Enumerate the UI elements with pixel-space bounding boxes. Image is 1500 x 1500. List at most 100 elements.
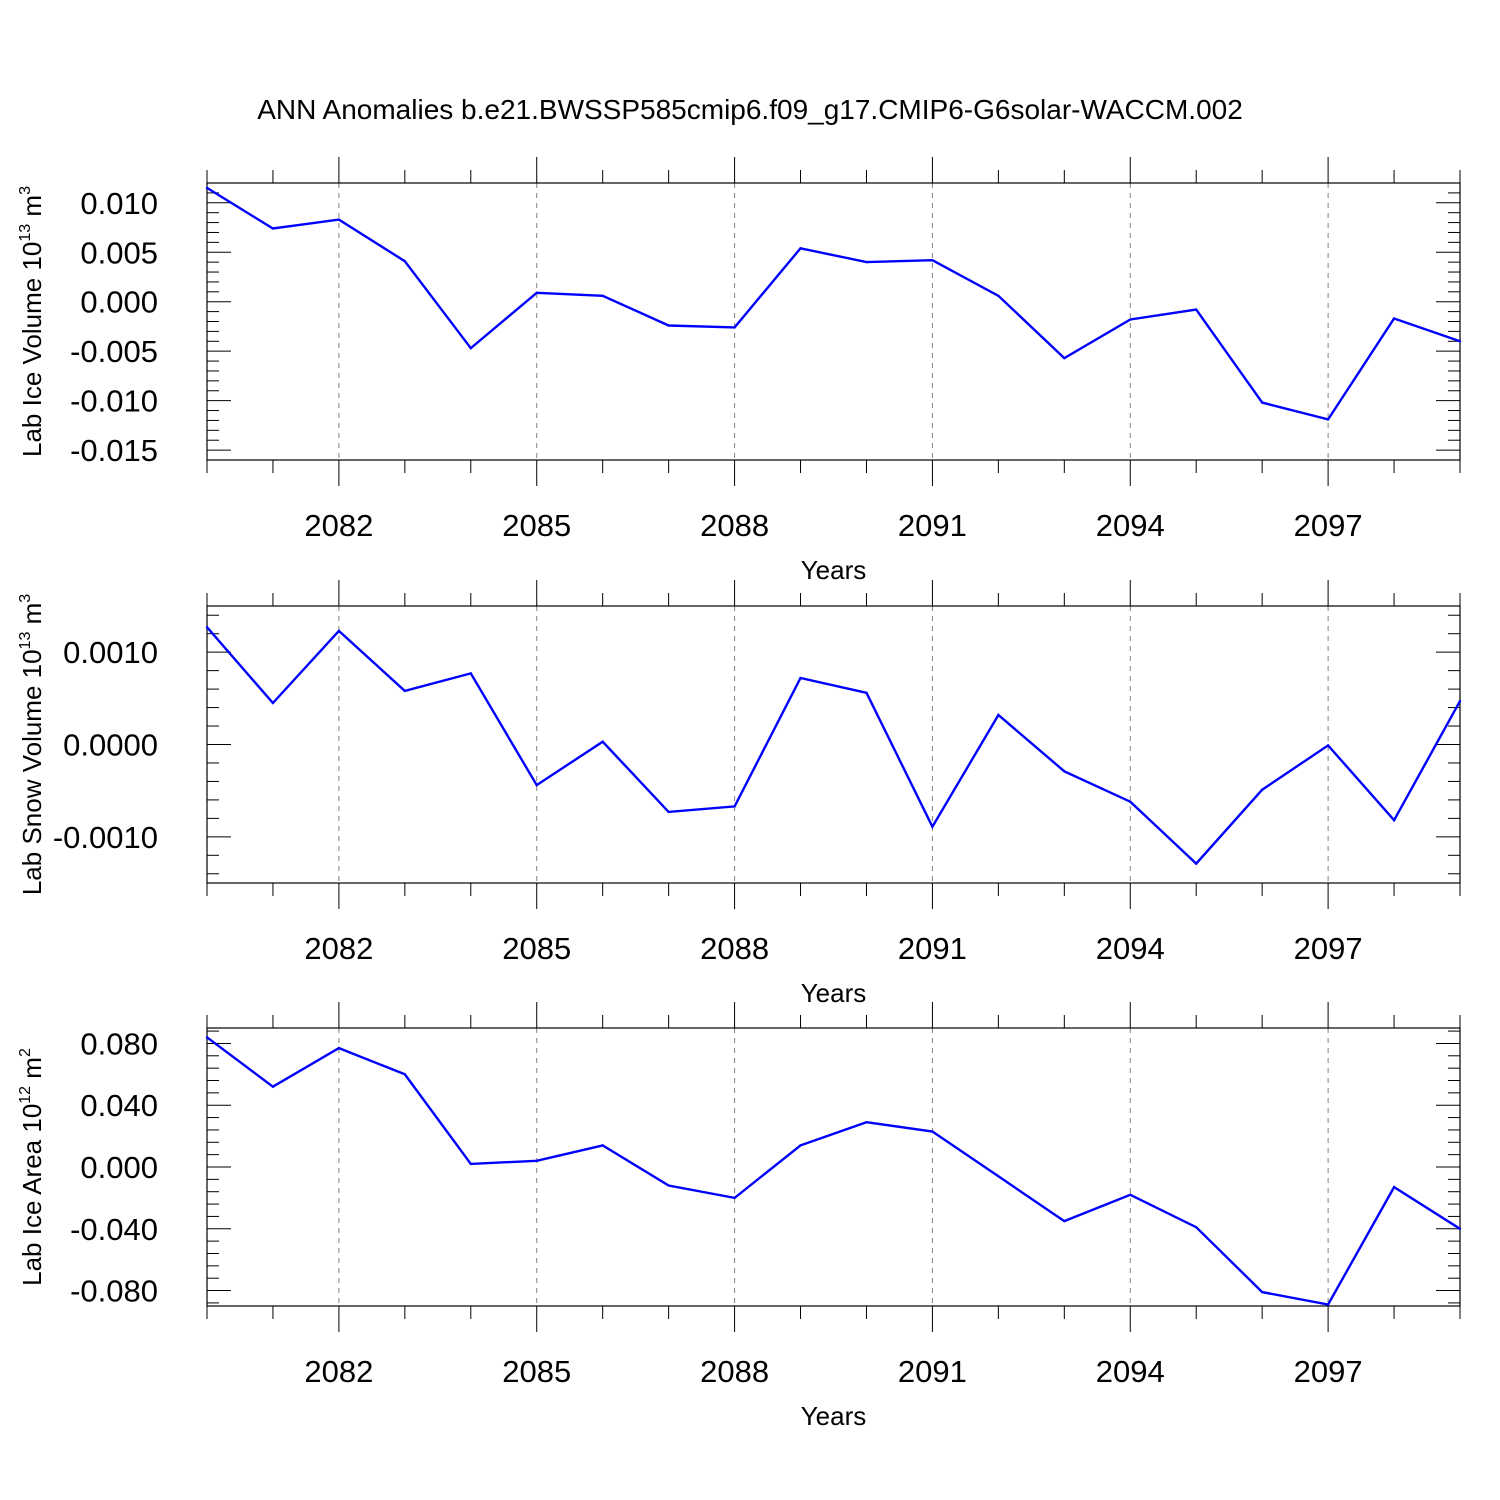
y-tick-label--0.040: -0.040 (70, 1212, 158, 1247)
data-point-2094 (1129, 1193, 1132, 1197)
x-tick-label-2082: 2082 (304, 931, 373, 966)
data-point-2085 (535, 783, 538, 787)
data-point-2097 (1326, 744, 1330, 747)
data-point-2093 (1063, 770, 1066, 773)
data-point-2080 (205, 626, 209, 629)
data-point-2098 (1392, 819, 1396, 822)
y-tick-label--0.010: -0.010 (70, 384, 158, 419)
y-tick-label-0.000: 0.000 (80, 1150, 158, 1185)
x-tick-label-2094: 2094 (1096, 931, 1165, 966)
data-point-2096 (1260, 788, 1264, 791)
data-point-2093 (1063, 1219, 1066, 1223)
series-line (206, 1036, 1461, 1306)
data-point-2095 (1195, 862, 1198, 865)
x-tick-label-2094: 2094 (1096, 508, 1165, 543)
data-point-2098 (1392, 317, 1396, 320)
x-tick-label-2091: 2091 (898, 1354, 967, 1389)
data-point-2082 (337, 629, 341, 633)
data-point-2091 (931, 825, 934, 828)
data-point-2095 (1195, 1226, 1198, 1229)
data-point-2089 (799, 247, 802, 250)
data-point-2086 (601, 294, 604, 297)
plot-frame (206, 605, 1461, 884)
data-point-2099 (1458, 340, 1462, 343)
x-tick-label-2094: 2094 (1096, 1354, 1165, 1389)
data-point-2096 (1260, 401, 1264, 404)
x-tick-label-2097: 2097 (1294, 508, 1363, 543)
x-axis-label: Years (801, 978, 867, 1008)
plot-frame (206, 1027, 1461, 1307)
x-tick-label-2097: 2097 (1294, 931, 1363, 966)
data-point-2092 (997, 1175, 1000, 1178)
data-point-2080 (205, 186, 209, 190)
data-point-2087 (667, 810, 670, 814)
data-point-2096 (1260, 1290, 1264, 1294)
data-point-2094 (1129, 318, 1132, 321)
y-tick-label-0.000: 0.000 (80, 285, 158, 320)
panel-1: -0.015 -0.010 -0.005 0.000 0.005 0.010 2082 208… (17, 157, 1462, 585)
data-point-2097 (1326, 418, 1330, 421)
y-tick-label-0.040: 0.040 (80, 1088, 158, 1123)
data-point-2081 (271, 1085, 275, 1088)
x-tick-label-2085: 2085 (502, 931, 571, 966)
data-point-2087 (667, 324, 670, 327)
data-point-2093 (1063, 356, 1066, 360)
data-point-2088 (733, 805, 736, 808)
plot-frame (206, 182, 1461, 461)
data-point-2091 (931, 258, 934, 262)
x-tick-label-2088: 2088 (700, 931, 769, 966)
data-point-2092 (997, 294, 1000, 297)
data-point-2090 (865, 260, 868, 264)
data-point-2089 (799, 1144, 802, 1147)
panel-2: -0.0010 0.0000 0.0010 2082 2085 2088 2091 2094 2… (17, 580, 1462, 1008)
y-axis-label: Lab Ice Area 1012 m2 (17, 1048, 47, 1286)
data-point-2083 (403, 689, 407, 693)
data-point-2083 (403, 259, 407, 263)
x-tick-label-2097: 2097 (1294, 1354, 1363, 1389)
y-tick-label-0.005: 0.005 (80, 235, 158, 270)
x-tick-label-2088: 2088 (700, 508, 769, 543)
series-line (206, 626, 1462, 866)
y-tick-label-0.080: 0.080 (80, 1026, 158, 1061)
chart-title: ANN Anomalies b.e21.BWSSP585cmip6.f09_g1… (257, 94, 1243, 125)
data-point-2089 (799, 676, 802, 680)
x-tick-label-2091: 2091 (898, 931, 967, 966)
data-point-2082 (337, 218, 341, 221)
x-tick-label-2082: 2082 (304, 508, 373, 543)
y-tick-label-0.0010: 0.0010 (63, 635, 158, 670)
x-tick-label-2082: 2082 (304, 1354, 373, 1389)
data-point-2082 (337, 1046, 341, 1050)
y-tick-label--0.0010: -0.0010 (53, 820, 158, 855)
x-axis-label: Years (801, 1401, 867, 1431)
y-axis-label: Lab Ice Volume 1013 m3 (17, 186, 47, 457)
data-point-2094 (1129, 800, 1132, 803)
data-point-2098 (1392, 1185, 1396, 1189)
data-point-2086 (601, 1144, 604, 1147)
data-point-2092 (997, 713, 1000, 717)
x-tick-label-2088: 2088 (700, 1354, 769, 1389)
data-point-2080 (205, 1036, 209, 1039)
x-axis-label: Years (801, 555, 867, 585)
y-tick-label--0.015: -0.015 (70, 433, 158, 468)
data-point-2090 (865, 1121, 868, 1124)
y-tick-label--0.005: -0.005 (70, 334, 158, 369)
panel-3: -0.080 -0.040 0.000 0.040 0.080 2082 2085 2088 2… (17, 1002, 1462, 1431)
data-point-2090 (865, 691, 868, 694)
data-point-2084 (469, 672, 472, 675)
data-point-2095 (1195, 308, 1198, 311)
data-point-2081 (271, 227, 275, 230)
data-point-2099 (1458, 699, 1462, 703)
data-point-2085 (535, 291, 538, 295)
y-axis-label: Lab Snow Volume 1013 m3 (17, 594, 47, 895)
data-point-2084 (469, 1162, 472, 1166)
y-tick-label--0.080: -0.080 (70, 1274, 158, 1309)
data-point-2099 (1458, 1227, 1462, 1230)
x-tick-label-2085: 2085 (502, 508, 571, 543)
data-point-2088 (733, 1196, 736, 1200)
y-tick-label-0.010: 0.010 (80, 186, 158, 221)
data-point-2085 (535, 1159, 538, 1163)
data-point-2084 (469, 347, 472, 350)
data-point-2087 (667, 1184, 670, 1187)
data-point-2088 (733, 326, 736, 329)
